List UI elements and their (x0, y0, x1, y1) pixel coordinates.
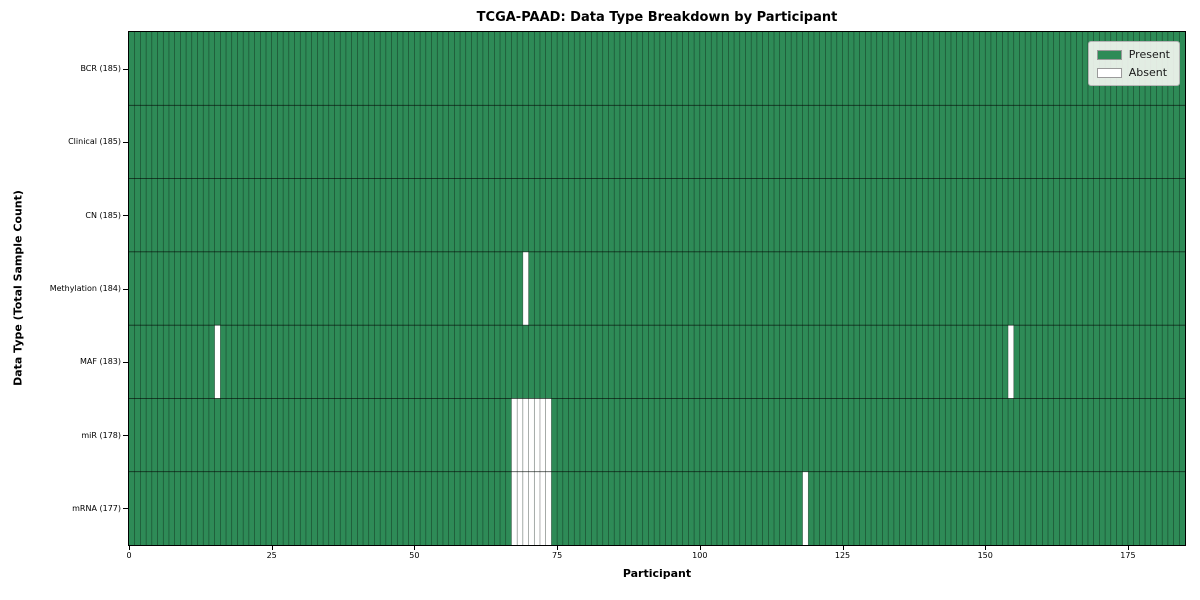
xtick-mark (842, 546, 844, 550)
plot-area: Present Absent (128, 31, 1186, 546)
xtick-label-75: 75 (552, 551, 563, 560)
xtick-mark (557, 546, 559, 550)
xtick-label-125: 125 (834, 551, 851, 560)
ytick-mark (123, 508, 128, 510)
xtick-label-50: 50 (409, 551, 420, 560)
present-swatch (1096, 49, 1122, 60)
absent-swatch (1096, 67, 1122, 78)
ytick-label-cn: CN (185) (85, 210, 121, 220)
legend-label-present: Present (1128, 48, 1170, 61)
xtick-mark (985, 546, 987, 550)
ytick-mark (123, 361, 128, 363)
x-axis-label: Participant (622, 567, 692, 580)
xtick-label-175: 175 (1120, 551, 1136, 560)
legend-item-absent: Absent (1096, 66, 1170, 79)
ytick-label-mrna: mRNA (177) (72, 503, 121, 513)
xtick-label-150: 150 (977, 551, 993, 560)
ytick-mark (123, 435, 128, 437)
legend: Present Absent (1087, 41, 1180, 86)
xtick-mark (129, 546, 130, 550)
ytick-label-mir: miR (178) (81, 430, 121, 440)
xtick-label-100: 100 (692, 551, 708, 560)
ytick-mark (123, 68, 128, 70)
xtick-mark (1127, 546, 1129, 550)
ytick-label-maf: MAF (183) (79, 357, 121, 367)
ytick-mark (123, 288, 128, 290)
xtick-mark (271, 546, 273, 550)
chart-title: TCGA-PAAD: Data Type Breakdown by Partic… (476, 10, 838, 25)
legend-label-absent: Absent (1128, 66, 1168, 79)
xtick-mark (414, 546, 416, 550)
ytick-label-bcr: BCR (185) (80, 64, 121, 74)
xtick-label-25: 25 (266, 551, 277, 560)
ytick-label-methylation: Methylation (184) (49, 284, 121, 293)
ytick-label-clinical: Clinical (185) (68, 137, 121, 147)
xtick-label-0: 0 (126, 551, 132, 560)
xtick-mark (699, 546, 701, 550)
ytick-mark (123, 141, 128, 143)
heatmap-grid (129, 32, 1185, 545)
ytick-mark (123, 215, 128, 217)
legend-item-present: Present (1096, 48, 1170, 61)
